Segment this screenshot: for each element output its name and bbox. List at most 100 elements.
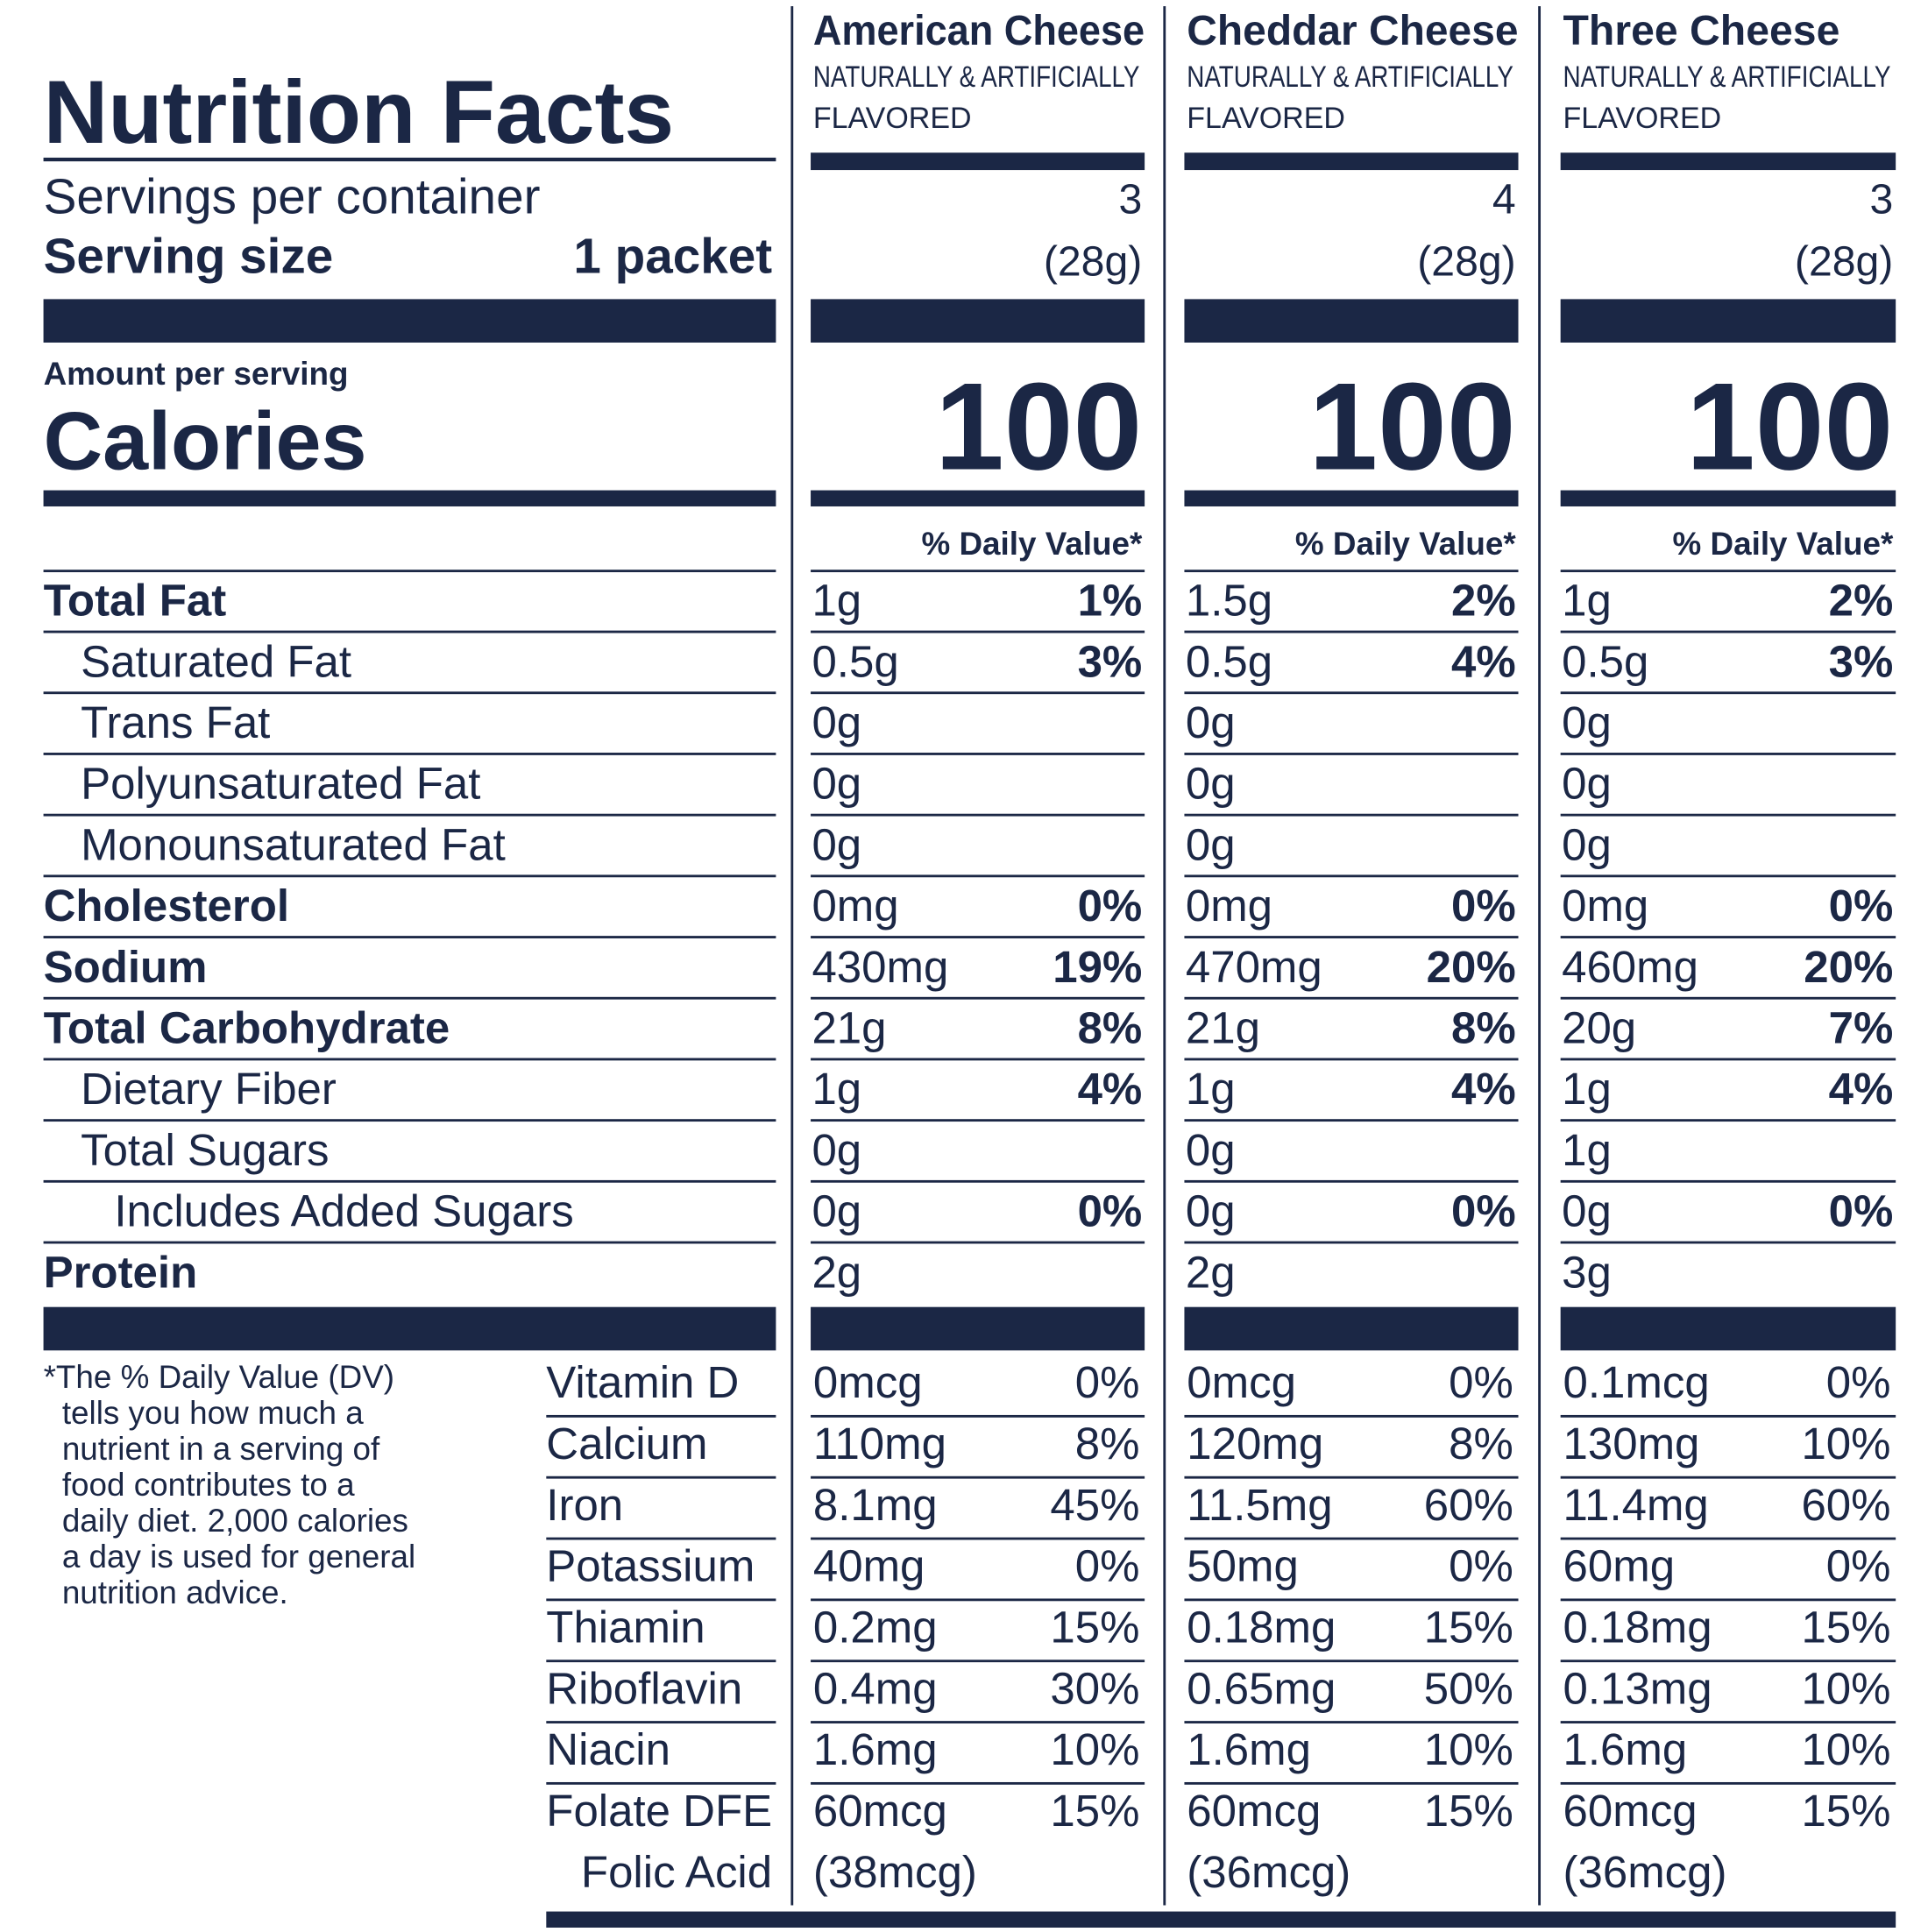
daily-value-header: % Daily Value* [921, 526, 1142, 562]
vitamin-label: Thiamin [546, 1602, 705, 1652]
rule [811, 630, 1145, 633]
nutrient-amount: 0g [812, 1186, 861, 1236]
nutrient-dv: 4% [1078, 1064, 1143, 1114]
nutrient-label: Monounsaturated Fat [81, 819, 506, 869]
nutrient-label: Saturated Fat [81, 636, 351, 686]
vitamin-amount: 1.6mg [813, 1724, 938, 1774]
product-name: Cheddar Cheese [1187, 7, 1518, 54]
vitamin-dv: 60% [1424, 1480, 1513, 1530]
rule [811, 1058, 1145, 1061]
nutrient-amount: 430mg [812, 942, 948, 992]
flavor-note: NATURALLY & ARTIFICIALLY [1563, 60, 1891, 94]
folic-acid-amount: (36mcg) [1187, 1847, 1350, 1897]
medium-rule [811, 490, 1145, 506]
vitamin-dv: 45% [1050, 1480, 1139, 1530]
nutrient-label: Total Sugars [81, 1125, 329, 1175]
servings-value: 4 [1492, 176, 1516, 223]
thick-rule [811, 1306, 1145, 1351]
daily-value-header: % Daily Value* [1673, 526, 1894, 562]
serving-size: (28g) [1044, 237, 1142, 285]
rule [43, 874, 776, 878]
rule [1184, 936, 1519, 938]
nutrient-dv: 8% [1451, 1003, 1516, 1053]
vitamin-dv: 15% [1050, 1786, 1139, 1836]
serving-size-label: Serving size [44, 230, 334, 285]
rule [546, 1660, 776, 1663]
rule [1560, 691, 1896, 695]
vitamin-dv: 8% [1075, 1419, 1140, 1468]
vitamin-label: Iron [546, 1480, 623, 1530]
rule [1184, 570, 1519, 573]
nutrient-amount: 470mg [1186, 942, 1322, 992]
rule [1560, 1119, 1896, 1122]
calories-value: 100 [1686, 357, 1893, 496]
vitamin-dv: 8% [1449, 1419, 1513, 1468]
nutrient-amount: 0mg [812, 881, 898, 931]
nutrient-amount: 1g [1186, 1064, 1236, 1114]
servings-value: 3 [1118, 176, 1142, 223]
vitamin-dv: 0% [1449, 1357, 1513, 1407]
nutrient-dv: 4% [1829, 1064, 1894, 1114]
nutrient-dv: 2% [1451, 576, 1516, 626]
vitamin-amount: 1.6mg [1187, 1724, 1311, 1774]
nutrient-amount: 1g [812, 576, 861, 626]
rule [1560, 1537, 1896, 1540]
nutrient-label: Dietary Fiber [81, 1064, 337, 1114]
nutrient-dv: 0% [1451, 881, 1516, 931]
nutrient-amount: 460mg [1562, 942, 1698, 992]
footnote-line: a day is used for general [62, 1539, 415, 1575]
nutrient-amount: 1.5g [1186, 576, 1272, 626]
rule [1184, 1058, 1519, 1061]
medium-rule [1184, 490, 1519, 506]
rule [1184, 813, 1519, 817]
column-separator [1538, 6, 1542, 1906]
vitamin-amount: 0.2mg [813, 1602, 938, 1652]
vitamin-dv: 10% [1801, 1663, 1890, 1713]
rule [811, 1179, 1145, 1183]
rule [811, 1119, 1145, 1122]
nutrient-amount: 0mg [1562, 881, 1648, 931]
vitamin-amount: 11.5mg [1187, 1480, 1332, 1530]
nutrient-amount: 2g [812, 1247, 861, 1297]
rule [1184, 1721, 1519, 1723]
calories-label: Calories [44, 394, 367, 486]
servings-value: 3 [1870, 176, 1894, 223]
calories-value: 100 [935, 357, 1142, 496]
footnote-line: food contributes to a [62, 1467, 355, 1503]
nutrient-dv: 20% [1427, 942, 1516, 992]
vitamin-dv: 15% [1801, 1602, 1890, 1652]
nutrient-label: Cholesterol [44, 881, 289, 931]
footnote-line: daily diet. 2,000 calories [62, 1503, 408, 1539]
thick-rule [43, 1306, 776, 1351]
rule [811, 691, 1145, 695]
nutrient-amount: 1g [1562, 1064, 1612, 1114]
rule [1560, 570, 1896, 573]
nutrient-amount: 0g [812, 759, 861, 809]
rule [811, 996, 1145, 1000]
rule [546, 1598, 776, 1602]
nutrient-label: Trans Fat [81, 697, 270, 747]
vitamin-amount: 0mcg [813, 1357, 923, 1407]
nutrient-amount: 21g [812, 1003, 886, 1053]
flavor-note: FLAVORED [1187, 102, 1345, 135]
rule [1184, 1781, 1519, 1785]
rule [1560, 1781, 1896, 1785]
nutrient-amount: 0g [1186, 1125, 1236, 1175]
rule [43, 1241, 776, 1244]
rule [1560, 630, 1896, 633]
vitamin-amount: 60mcg [1187, 1786, 1321, 1836]
nutrient-amount: 0g [1186, 819, 1236, 869]
rule [1560, 1179, 1896, 1183]
flavor-note: NATURALLY & ARTIFICIALLY [1187, 60, 1513, 94]
vitamin-amount: 1.6mg [1563, 1724, 1688, 1774]
bottom-rule [546, 1911, 1896, 1930]
nutrient-dv: 20% [1804, 942, 1893, 992]
rule [43, 691, 776, 695]
vitamin-amount: 60mg [1563, 1541, 1676, 1591]
vitamin-amount: 0.65mg [1187, 1663, 1336, 1713]
vitamin-dv: 0% [1826, 1357, 1891, 1407]
rule [1184, 630, 1519, 633]
nutrient-label: Sodium [44, 942, 208, 992]
vitamin-amount: 0.4mg [813, 1663, 938, 1713]
